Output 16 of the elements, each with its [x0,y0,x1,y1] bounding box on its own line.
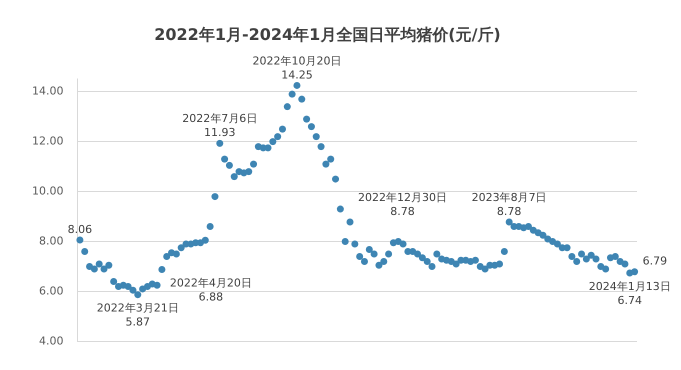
data-label: 8.06 [68,222,92,236]
data-label: 6.79 [642,254,668,268]
data-label: 2023年8月7日 8.78 [472,190,547,218]
y-tick-label: 12.00 [32,134,64,148]
data-label: 2024年1月13日 6.74 [588,280,671,307]
y-tick-label: 10.00 [32,184,64,198]
data-label: 2022年7月6日 11.93 [182,112,258,140]
y-tick-label: 6.00 [38,284,64,298]
y-tick-label: 8.00 [38,234,64,248]
chart-title: 2022年1月-2024年1月全国日平均猪价(元/斤) [154,24,501,44]
y-tick-label: 4.00 [38,334,64,348]
y-tick-label: 14.00 [32,84,64,98]
data-label: 2022年12月30日 8.78 [358,190,448,218]
data-label: 2022年4月20日 6.88 [170,276,252,304]
data-label: 2022年3月21日 5.87 [96,302,179,329]
data-label: 2022年10月20日 14.25 [252,54,342,82]
